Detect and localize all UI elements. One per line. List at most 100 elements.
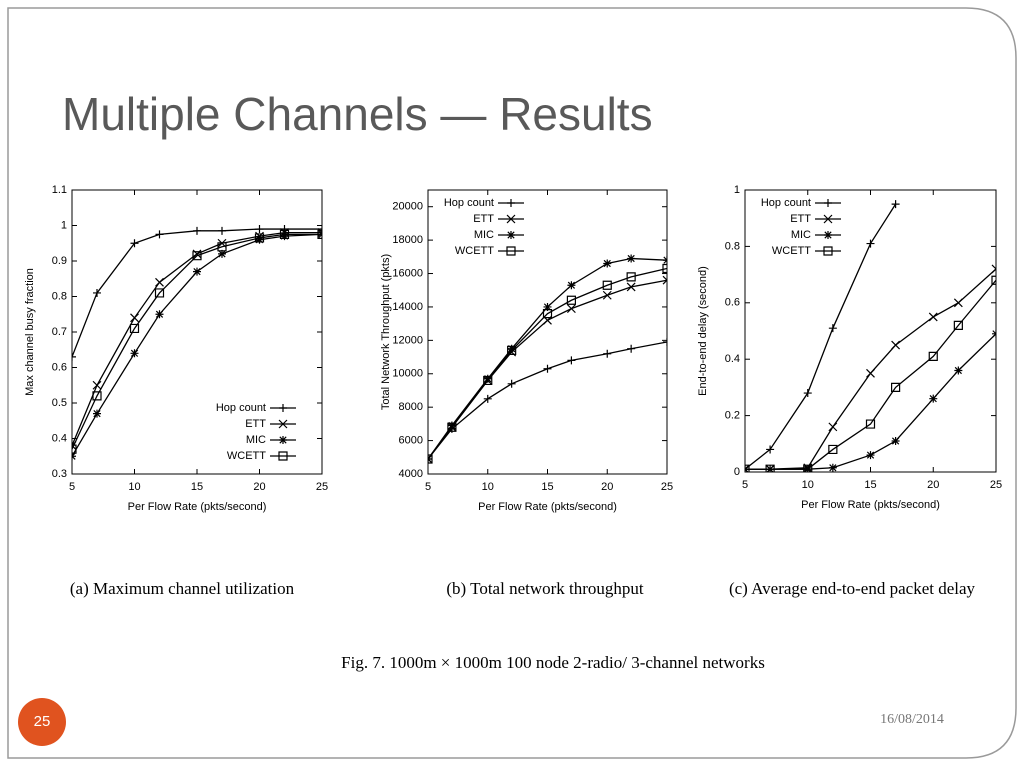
legend-label: Hop count bbox=[444, 197, 494, 209]
series-marker bbox=[866, 451, 875, 460]
x-axis-label: Per Flow Rate (pkts/second) bbox=[128, 501, 267, 513]
series-marker bbox=[928, 351, 938, 361]
series-marker bbox=[866, 239, 875, 248]
legend-label: ETT bbox=[790, 213, 811, 225]
series-marker bbox=[192, 251, 202, 261]
series-marker bbox=[953, 298, 963, 308]
plot-frame bbox=[427, 189, 668, 475]
y-tick-label: 14000 bbox=[392, 301, 423, 313]
series-marker bbox=[866, 368, 875, 378]
series-marker bbox=[483, 374, 492, 383]
legend-label: ETT bbox=[473, 213, 494, 225]
legend-marker bbox=[279, 436, 287, 444]
y-axis-label: Total Network Throughput (pkts) bbox=[380, 254, 392, 410]
series-marker bbox=[766, 445, 775, 454]
series-line bbox=[745, 203, 897, 470]
figure-caption: Fig. 7. 1000m × 1000m 100 node 2-radio/ … bbox=[341, 653, 765, 672]
y-tick-label: 0.5 bbox=[52, 397, 67, 409]
series-marker bbox=[803, 389, 812, 398]
y-tick-label: 0 bbox=[734, 466, 740, 478]
legend-label: WCETT bbox=[772, 245, 811, 257]
series-marker bbox=[954, 366, 963, 375]
series-marker bbox=[318, 225, 322, 234]
slide-date: 16/08/2014 bbox=[880, 712, 944, 727]
y-tick-label: 0.4 bbox=[725, 353, 740, 365]
x-tick-label: 10 bbox=[128, 481, 140, 493]
legend-marker bbox=[278, 419, 288, 429]
y-tick-label: 1.1 bbox=[52, 184, 67, 196]
series-marker bbox=[255, 235, 264, 244]
page-number: 25 bbox=[34, 713, 51, 730]
y-tick-label: 0.6 bbox=[725, 297, 740, 309]
legend-marker bbox=[507, 199, 515, 207]
y-tick-label: 20000 bbox=[392, 201, 423, 213]
series-marker bbox=[929, 394, 938, 403]
x-axis-label: Per Flow Rate (pkts/second) bbox=[478, 501, 617, 513]
series-marker bbox=[155, 310, 164, 319]
series-marker bbox=[891, 382, 901, 392]
x-tick-label: 20 bbox=[253, 481, 265, 493]
chart-caption: (c) Average end-to-end packet delay bbox=[729, 579, 976, 598]
series-marker bbox=[507, 344, 516, 353]
page-badge bbox=[18, 698, 66, 746]
series-marker bbox=[447, 421, 456, 430]
x-tick-label: 25 bbox=[990, 479, 1002, 491]
series-marker bbox=[483, 375, 493, 386]
y-tick-label: 1 bbox=[734, 184, 740, 196]
series-marker bbox=[603, 259, 612, 268]
y-tick-label: 0.8 bbox=[52, 290, 67, 302]
legend-label: MIC bbox=[791, 229, 811, 241]
series-marker bbox=[93, 409, 101, 418]
legend-marker bbox=[824, 231, 832, 239]
legend-label: WCETT bbox=[227, 450, 266, 462]
x-tick-label: 5 bbox=[69, 481, 75, 493]
legend-label: MIC bbox=[246, 434, 266, 446]
y-tick-label: 0.8 bbox=[725, 240, 740, 252]
series-line bbox=[428, 341, 667, 460]
series-marker bbox=[218, 249, 226, 258]
x-tick-label: 25 bbox=[661, 481, 673, 493]
series-line bbox=[428, 257, 667, 460]
series-line bbox=[72, 233, 322, 450]
series-marker bbox=[991, 275, 996, 285]
series-marker bbox=[662, 263, 667, 274]
series-marker bbox=[828, 463, 837, 472]
x-tick-label: 10 bbox=[802, 479, 814, 491]
legend-marker bbox=[507, 231, 515, 239]
series-marker bbox=[663, 338, 667, 347]
series-marker bbox=[891, 340, 901, 350]
series-marker bbox=[828, 422, 838, 432]
series-marker bbox=[129, 323, 140, 334]
series-marker bbox=[254, 233, 265, 243]
legend-marker bbox=[279, 404, 287, 412]
x-tick-label: 5 bbox=[742, 479, 748, 491]
chart-caption: (a) Maximum channel utilization bbox=[70, 579, 295, 598]
y-tick-label: 16000 bbox=[392, 267, 423, 279]
series-marker bbox=[317, 229, 322, 239]
series-marker bbox=[193, 267, 201, 276]
x-tick-label: 15 bbox=[864, 479, 876, 491]
series-line bbox=[72, 228, 322, 358]
y-tick-label: 0.4 bbox=[52, 432, 67, 444]
series-marker bbox=[154, 288, 165, 298]
series-marker bbox=[543, 364, 552, 373]
chart-caption: (b) Total network throughput bbox=[446, 579, 644, 598]
series-marker bbox=[155, 277, 164, 287]
series-marker bbox=[627, 254, 636, 263]
series-marker bbox=[279, 229, 290, 239]
y-tick-label: 0.2 bbox=[725, 410, 740, 422]
series-marker bbox=[155, 230, 164, 239]
y-tick-label: 8000 bbox=[399, 401, 423, 413]
legend-label: Hop count bbox=[216, 402, 266, 414]
series-marker bbox=[992, 329, 996, 338]
x-tick-label: 15 bbox=[191, 481, 203, 493]
series-marker bbox=[483, 394, 492, 403]
series-marker bbox=[218, 226, 226, 235]
series-marker bbox=[602, 280, 612, 290]
series-marker bbox=[566, 295, 576, 305]
y-tick-label: 4000 bbox=[399, 468, 423, 480]
x-tick-label: 15 bbox=[541, 481, 553, 493]
series-marker bbox=[745, 464, 750, 472]
legend-marker bbox=[506, 246, 516, 256]
series-marker bbox=[865, 419, 876, 429]
